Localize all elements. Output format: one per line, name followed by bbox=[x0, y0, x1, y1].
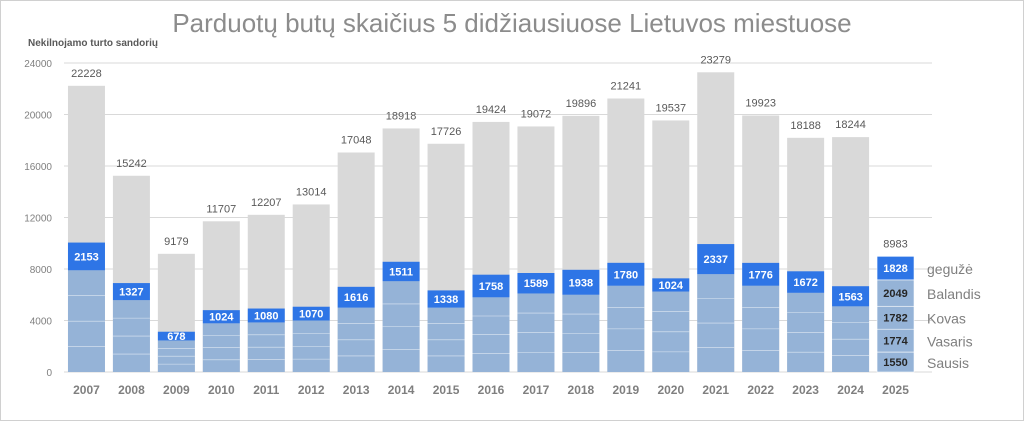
may-value-label: 1938 bbox=[569, 277, 593, 289]
y-tick-label: 12000 bbox=[24, 214, 52, 225]
may-bar bbox=[157, 331, 195, 341]
month-segment-5 bbox=[876, 256, 915, 281]
x-tick-label: 2023 bbox=[792, 383, 819, 397]
total-value-label: 19072 bbox=[521, 108, 552, 120]
may-bar bbox=[562, 269, 600, 295]
x-tick-label: 2008 bbox=[118, 383, 145, 397]
may-bar bbox=[247, 308, 285, 323]
total-value-label: 22228 bbox=[71, 68, 102, 80]
total-value-label: 15242 bbox=[116, 158, 147, 170]
may-value-label: 1672 bbox=[793, 277, 817, 289]
may-value-label: 2153 bbox=[74, 251, 98, 263]
x-tick-label: 2015 bbox=[433, 383, 460, 397]
total-value-label: 18188 bbox=[790, 120, 821, 132]
y-tick-label: 8000 bbox=[30, 265, 53, 276]
may-value-label: 1024 bbox=[659, 280, 684, 292]
may-bar bbox=[427, 290, 465, 308]
may-bar bbox=[382, 261, 420, 282]
month-name-label: gegužė bbox=[927, 261, 973, 277]
month-name-label: Kovas bbox=[927, 311, 966, 327]
x-tick-label: 2013 bbox=[343, 383, 370, 397]
may-value-label: 1070 bbox=[299, 309, 323, 321]
may-value-label: 1080 bbox=[254, 310, 278, 322]
y-axis-label: Nekilnojamo turto sandorių bbox=[28, 38, 159, 49]
x-tick-label: 2018 bbox=[568, 383, 595, 397]
may-value-label: 2337 bbox=[703, 254, 727, 266]
may-value-label: 1780 bbox=[614, 269, 638, 281]
total-value-label: 8983 bbox=[883, 238, 907, 250]
total-value-label: 18918 bbox=[386, 110, 417, 122]
x-tick-label: 2017 bbox=[523, 383, 550, 397]
may-value-label: 1327 bbox=[119, 287, 143, 299]
may-bar bbox=[292, 306, 330, 321]
may-value-label: 1511 bbox=[389, 267, 413, 279]
month-segment-4 bbox=[876, 279, 915, 307]
may-value-label: 1024 bbox=[209, 312, 234, 324]
month-value-label: 2049 bbox=[883, 288, 907, 300]
y-tick-label: 16000 bbox=[24, 162, 52, 173]
month-value-label: 1828 bbox=[883, 263, 907, 275]
may-value-label: 1758 bbox=[479, 281, 503, 293]
may-bar bbox=[67, 242, 105, 271]
may-bar bbox=[742, 262, 780, 286]
chart-title: Parduotų butų skaičius 5 didžiausiuose L… bbox=[172, 8, 852, 38]
x-tick-label: 2009 bbox=[163, 383, 190, 397]
month-value-label: 1550 bbox=[883, 357, 907, 369]
may-value-label: 1338 bbox=[434, 294, 458, 306]
x-tick-label: 2019 bbox=[612, 383, 639, 397]
total-value-label: 17726 bbox=[431, 126, 462, 138]
month-name-label: Balandis bbox=[927, 286, 981, 302]
may-value-label: 1589 bbox=[524, 278, 548, 290]
month-value-label: 1774 bbox=[883, 336, 908, 348]
total-value-label: 17048 bbox=[341, 135, 372, 147]
total-value-label: 19896 bbox=[566, 98, 597, 110]
may-bar bbox=[697, 244, 735, 275]
x-tick-label: 2020 bbox=[657, 383, 684, 397]
month-name-label: Sausis bbox=[927, 355, 969, 371]
total-value-label: 21241 bbox=[611, 81, 642, 93]
may-bar bbox=[337, 286, 375, 308]
y-tick-label: 4000 bbox=[30, 317, 53, 328]
may-bar bbox=[787, 271, 825, 293]
total-value-label: 13014 bbox=[296, 186, 327, 198]
total-value-label: 9179 bbox=[164, 236, 188, 248]
x-tick-label: 2024 bbox=[837, 383, 864, 397]
may-value-label: 1616 bbox=[344, 292, 368, 304]
x-tick-label: 2016 bbox=[478, 383, 505, 397]
x-tick-label: 2012 bbox=[298, 383, 325, 397]
x-tick-label: 2025 bbox=[882, 383, 909, 397]
may-value-label: 1776 bbox=[748, 269, 772, 281]
may-bar bbox=[517, 273, 555, 294]
x-tick-label: 2011 bbox=[253, 383, 279, 397]
total-value-label: 12207 bbox=[251, 197, 282, 209]
y-tick-label: 24000 bbox=[24, 59, 52, 70]
may-value-label: 1563 bbox=[838, 291, 862, 303]
x-tick-label: 2010 bbox=[208, 383, 235, 397]
total-value-label: 11707 bbox=[206, 203, 236, 215]
may-bar bbox=[607, 262, 645, 286]
x-tick-label: 2021 bbox=[702, 383, 729, 397]
may-bar bbox=[652, 278, 690, 292]
x-tick-label: 2022 bbox=[747, 383, 774, 397]
total-value-label: 19537 bbox=[655, 102, 686, 114]
total-value-label: 19923 bbox=[745, 97, 776, 109]
may-bar bbox=[202, 310, 240, 324]
y-tick-label: 20000 bbox=[24, 111, 52, 122]
may-bar bbox=[472, 274, 510, 298]
total-value-label: 18244 bbox=[835, 119, 866, 131]
month-value-label: 1782 bbox=[883, 313, 907, 325]
may-value-label: 678 bbox=[167, 331, 185, 343]
y-tick-label: 0 bbox=[46, 368, 52, 379]
x-tick-label: 2007 bbox=[73, 383, 100, 397]
total-value-label: 23279 bbox=[700, 54, 731, 66]
may-bar bbox=[832, 286, 870, 307]
total-value-label: 19424 bbox=[476, 104, 507, 116]
month-name-label: Vasaris bbox=[927, 334, 973, 350]
may-bar bbox=[112, 283, 150, 301]
x-tick-label: 2014 bbox=[388, 383, 415, 397]
